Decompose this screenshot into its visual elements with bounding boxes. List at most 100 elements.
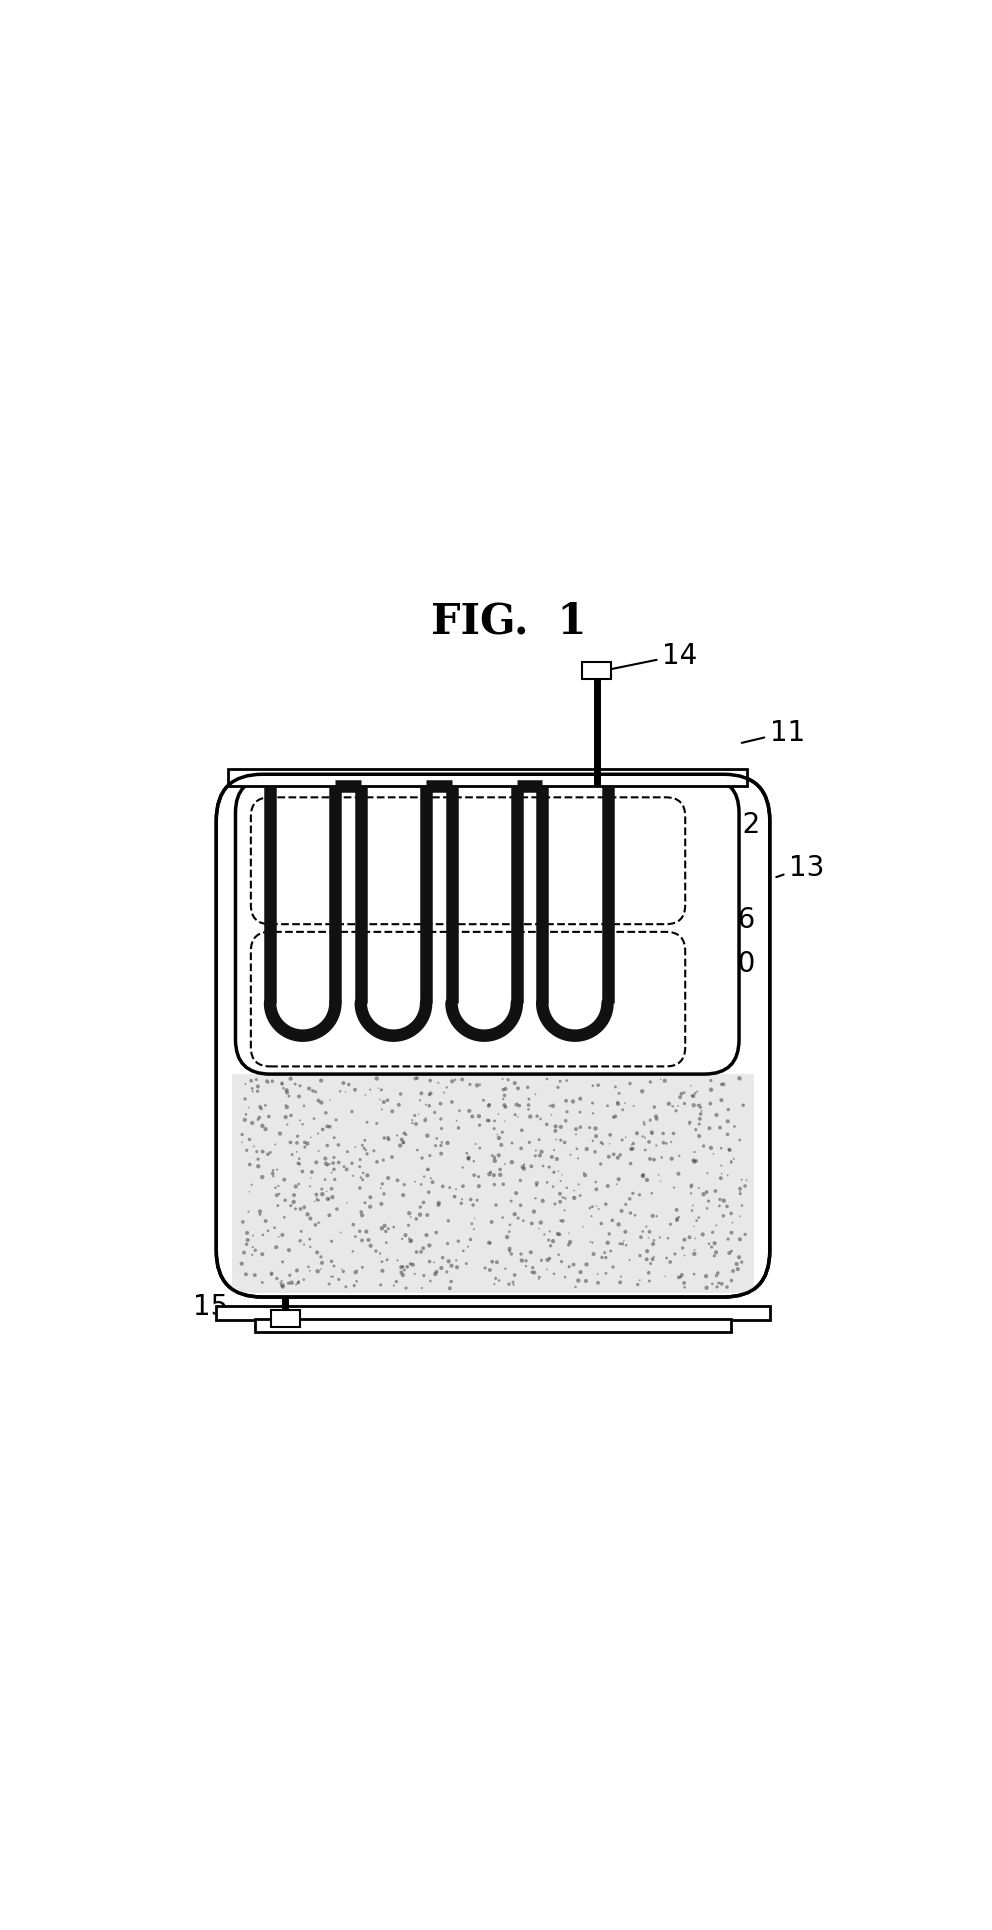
Point [380, 1085, 396, 1116]
Point [686, 1146, 702, 1177]
Point [671, 1090, 686, 1121]
Point [448, 1106, 464, 1137]
Point [309, 1179, 324, 1210]
Point [413, 1237, 429, 1268]
Point [558, 1183, 573, 1214]
Point [488, 1191, 504, 1222]
Point [673, 1262, 688, 1293]
Point [518, 1251, 534, 1282]
Point [358, 1135, 374, 1166]
Point [244, 1073, 260, 1104]
Point [252, 1199, 268, 1229]
Point [353, 1197, 369, 1227]
Point [610, 1087, 626, 1117]
Point [447, 1065, 463, 1096]
Point [547, 1189, 562, 1220]
Point [408, 1063, 424, 1094]
Point [604, 1204, 620, 1235]
Point [544, 1143, 559, 1173]
Point [491, 1266, 507, 1297]
Point [326, 1251, 342, 1282]
Point [431, 1191, 446, 1222]
Point [637, 1110, 653, 1141]
Point [524, 1152, 540, 1183]
Point [418, 1106, 434, 1137]
Point [237, 1104, 253, 1135]
Point [434, 1139, 449, 1170]
Point [374, 1214, 390, 1245]
Point [286, 1187, 302, 1218]
Point [700, 1187, 716, 1218]
Point [291, 1081, 307, 1112]
Point [393, 1253, 409, 1283]
Point [516, 1150, 532, 1181]
Point [309, 1185, 324, 1216]
FancyBboxPatch shape [216, 774, 770, 1297]
Point [494, 1117, 510, 1148]
Point [572, 1256, 588, 1287]
Point [458, 1249, 474, 1280]
Point [429, 1256, 444, 1287]
Point [451, 1096, 467, 1127]
Point [642, 1144, 658, 1175]
Point [698, 1177, 714, 1208]
Point [712, 1185, 728, 1216]
Bar [271, 1310, 300, 1328]
Point [616, 1226, 632, 1256]
Point [249, 1137, 265, 1168]
Point [446, 1181, 462, 1212]
Point [566, 1175, 582, 1206]
Point [739, 1166, 755, 1197]
Point [557, 1127, 572, 1158]
Point [354, 1226, 370, 1256]
Point [294, 1216, 310, 1247]
Point [414, 1170, 430, 1200]
Point [472, 1133, 488, 1164]
Point [602, 1119, 618, 1150]
Point [555, 1160, 570, 1191]
Point [262, 1137, 278, 1168]
Point [685, 1081, 701, 1112]
Text: -12: -12 [687, 811, 761, 859]
Point [721, 1237, 737, 1268]
Point [325, 1148, 341, 1179]
Point [267, 1129, 283, 1160]
Point [422, 1141, 437, 1172]
Point [455, 1172, 471, 1202]
Point [663, 1210, 679, 1241]
Point [572, 1181, 588, 1212]
Point [618, 1121, 634, 1152]
Point [685, 1144, 701, 1175]
Point [279, 1092, 295, 1123]
Point [274, 1069, 290, 1100]
Point [611, 1079, 627, 1110]
Point [337, 1077, 353, 1108]
Point [293, 1226, 309, 1256]
Point [505, 1268, 521, 1299]
Point [269, 1179, 285, 1210]
Point [613, 1262, 629, 1293]
Point [533, 1104, 549, 1135]
Point [550, 1073, 565, 1104]
Point [313, 1087, 329, 1117]
Point [332, 1077, 348, 1108]
Point [666, 1117, 682, 1148]
Point [587, 1114, 603, 1144]
Point [508, 1177, 524, 1208]
Point [539, 1254, 555, 1285]
Point [570, 1143, 586, 1173]
Point [549, 1144, 564, 1175]
Point [687, 1224, 703, 1255]
Point [460, 1143, 476, 1173]
Point [414, 1079, 430, 1110]
Point [570, 1266, 586, 1297]
Point [488, 1264, 504, 1295]
Point [590, 1195, 606, 1226]
Point [641, 1258, 657, 1289]
Point [242, 1125, 258, 1156]
Point [274, 1266, 290, 1297]
Point [290, 1121, 306, 1152]
Point [375, 1144, 391, 1175]
Point [401, 1210, 417, 1241]
Point [397, 1254, 413, 1285]
